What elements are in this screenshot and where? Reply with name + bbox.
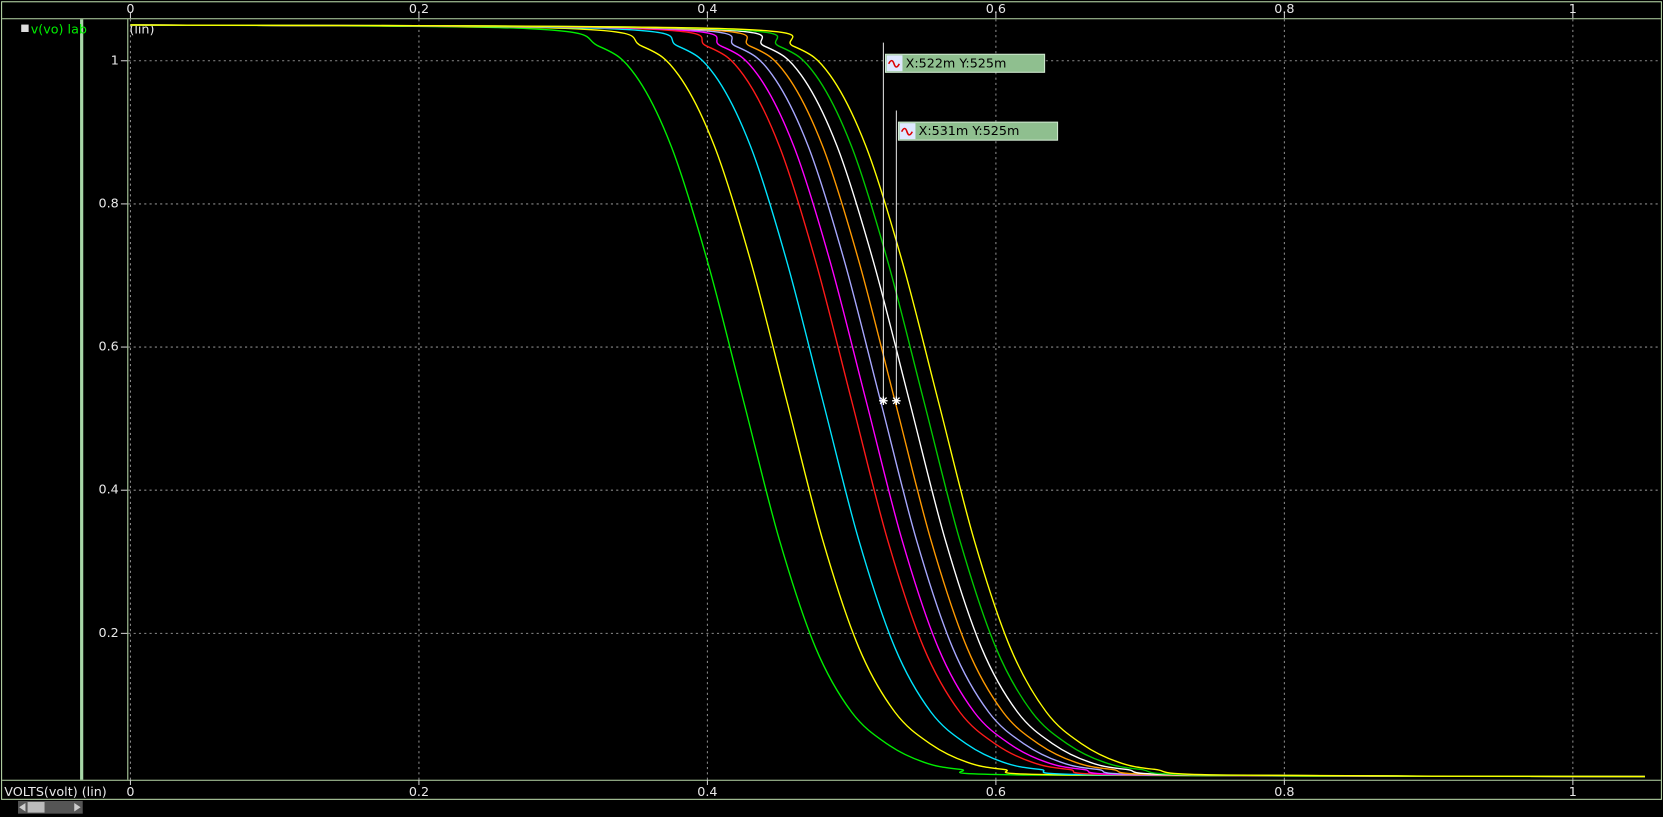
- y-tick-label: 1: [111, 52, 119, 67]
- scrollbar-arrows[interactable]: [19, 803, 81, 812]
- waveform: [130, 24, 1645, 778]
- outer-frame: [1, 1, 1662, 800]
- legend-unit: (lin): [129, 21, 154, 36]
- x-tick-label-top: 0.2: [409, 1, 429, 16]
- x-tick-label-top: 0.6: [986, 1, 1006, 16]
- cursor-label-wave: [900, 127, 913, 136]
- legend-label: v(vo) lab: [31, 21, 87, 36]
- x-tick-label-top: 0.8: [1274, 1, 1294, 16]
- cursor-marker-stroke: [879, 397, 888, 405]
- waveform: [130, 24, 1645, 778]
- legend-expand-icon[interactable]: [21, 24, 29, 32]
- y-tick-label: 0.2: [99, 625, 119, 640]
- x-axis-label: VOLTS(volt) (lin): [4, 784, 107, 799]
- waveform: [130, 24, 1645, 778]
- x-tick-label-top: 0: [126, 1, 134, 16]
- x-tick-label: 1: [1569, 784, 1577, 799]
- waveform: [130, 24, 1645, 778]
- x-tick-label-top: 0.4: [697, 1, 717, 16]
- cursor-label: X:531m Y:525m: [919, 123, 1020, 138]
- waveform: [130, 24, 1645, 778]
- y-tick-label: 0.8: [99, 195, 119, 210]
- y-tick-label: 0.6: [99, 339, 119, 354]
- x-tick-label: 0.2: [409, 784, 429, 799]
- x-tick-label: 0.8: [1274, 784, 1294, 799]
- x-tick-label: 0.6: [986, 784, 1006, 799]
- cursor-marker-stroke: [892, 397, 901, 405]
- waveform: [130, 24, 1645, 778]
- plot-area: 0 0 0.2 0.2 0.4 0.4 0.6 0.6 0.8 0.8 1 1 0.2 0.4 0.6 0.8…: [99, 1, 1661, 799]
- x-tick-label-top: 1: [1569, 1, 1577, 16]
- scrollbar-thumb[interactable]: [27, 801, 45, 813]
- y-tick-label: 0.4: [99, 482, 119, 497]
- waveform: [130, 24, 1645, 778]
- cursor-label-wave: [887, 59, 901, 68]
- cursor-marker: [892, 396, 901, 405]
- waveform: [130, 24, 1645, 778]
- cursor-label-box: [884, 53, 1046, 73]
- cursor-marker: [879, 396, 888, 405]
- cursor-label: X:522m Y:525m: [906, 55, 1007, 70]
- scrollbar[interactable]: [18, 800, 83, 814]
- waveform: [130, 24, 1645, 778]
- cursor-label-box: [897, 121, 1059, 141]
- waveform: [130, 24, 1645, 778]
- x-tick-label: 0.4: [697, 784, 717, 799]
- x-tick-label: 0: [126, 784, 134, 799]
